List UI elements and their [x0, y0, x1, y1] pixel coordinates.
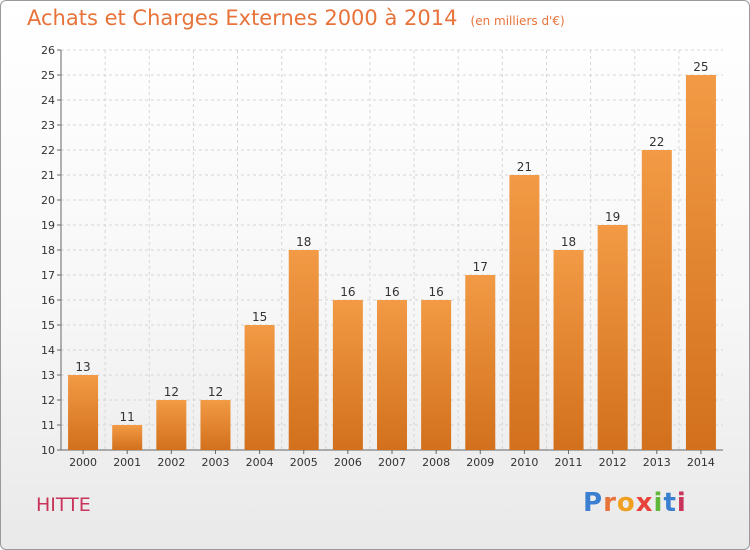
y-tick-label: 15	[41, 319, 55, 332]
y-tick-label: 10	[41, 444, 55, 457]
bar-value-label: 17	[473, 260, 488, 274]
labels: 10 11 12 13 14 15 16 17 18 19 20 21 22 23 24 25 26 13 2000…	[41, 44, 715, 469]
bar	[68, 375, 99, 450]
x-tick-label: 2012	[599, 456, 627, 469]
proxiti-logo[interactable]: Proxiti	[583, 488, 687, 518]
bar-value-label: 11	[120, 410, 135, 424]
bar-value-label: 16	[340, 285, 355, 299]
bar	[244, 325, 275, 450]
bar-value-label: 15	[252, 310, 267, 324]
bar	[553, 250, 584, 450]
y-tick-label: 20	[41, 194, 55, 207]
bar-value-label: 19	[605, 210, 620, 224]
y-tick-label: 11	[41, 419, 55, 432]
bar-value-label: 18	[561, 235, 576, 249]
bar	[156, 400, 187, 450]
bar-value-label: 12	[164, 385, 179, 399]
bar-value-label: 25	[693, 60, 708, 74]
bar	[465, 275, 496, 450]
y-tick-label: 16	[41, 294, 55, 307]
bar	[377, 300, 407, 450]
bar	[421, 300, 452, 450]
logo-letter: x	[635, 488, 654, 518]
commune-name: HITTE	[36, 494, 91, 516]
y-tick-label: 23	[41, 119, 55, 132]
y-tick-label: 22	[41, 144, 55, 157]
chart-title: Achats et Charges Externes 2000 à 2014 (…	[27, 6, 565, 30]
y-tick-label: 24	[41, 94, 55, 107]
x-tick-label: 2014	[687, 456, 715, 469]
bar	[112, 425, 143, 450]
bar	[200, 400, 231, 450]
bar	[685, 75, 716, 450]
y-tick-label: 14	[41, 344, 55, 357]
x-tick-label: 2006	[334, 456, 362, 469]
x-tick-label: 2001	[113, 456, 141, 469]
x-tick-label: 2005	[290, 456, 318, 469]
logo-letter: i	[676, 488, 687, 518]
y-tick-label: 12	[41, 394, 55, 407]
bar-value-label: 16	[384, 285, 399, 299]
bar-value-label: 16	[428, 285, 443, 299]
bar	[641, 150, 672, 450]
x-tick-label: 2004	[246, 456, 274, 469]
bar	[288, 250, 319, 450]
bar	[332, 300, 363, 450]
y-tick-label: 26	[41, 44, 55, 57]
x-tick-label: 2008	[422, 456, 450, 469]
y-tick-label: 19	[41, 219, 55, 232]
y-tick-label: 21	[41, 169, 55, 182]
bar-value-label: 12	[208, 385, 223, 399]
bar-value-label: 13	[75, 360, 90, 374]
x-tick-label: 2002	[157, 456, 185, 469]
x-tick-label: 2011	[555, 456, 583, 469]
x-tick-label: 2007	[378, 456, 406, 469]
logo-letter: i	[653, 488, 664, 518]
bars	[68, 75, 716, 450]
x-tick-label: 2013	[643, 456, 671, 469]
chart-title-text: Achats et Charges Externes 2000 à 2014	[27, 6, 458, 30]
logo-letter: r	[603, 488, 617, 518]
y-tick-label: 18	[41, 244, 55, 257]
logo-letter: o	[616, 488, 636, 518]
x-tick-label: 2009	[466, 456, 494, 469]
y-tick-label: 13	[41, 369, 55, 382]
x-tick-label: 2000	[69, 456, 97, 469]
y-tick-label: 17	[41, 269, 55, 282]
bar	[509, 175, 540, 450]
bar-value-label: 21	[517, 160, 532, 174]
logo-letter: t	[663, 488, 677, 518]
chart-unit: (en milliers d'€)	[470, 14, 565, 28]
x-tick-label: 2010	[510, 456, 538, 469]
bar-value-label: 18	[296, 235, 311, 249]
bar-value-label: 22	[649, 135, 664, 149]
bar	[597, 225, 628, 450]
y-tick-label: 25	[41, 69, 55, 82]
logo-letter: P	[583, 488, 604, 518]
x-tick-label: 2003	[201, 456, 229, 469]
